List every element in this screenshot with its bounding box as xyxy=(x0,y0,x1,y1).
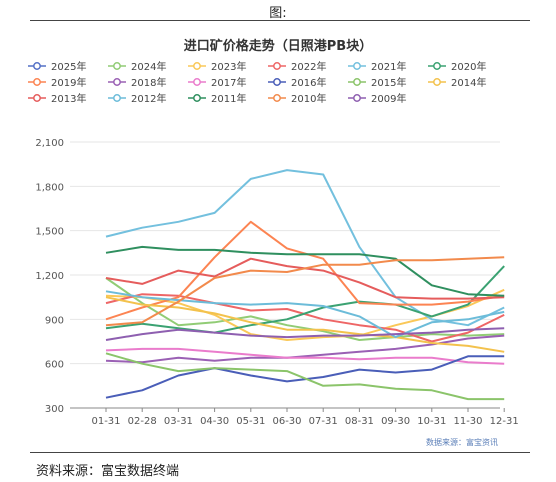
series-line xyxy=(105,355,505,399)
legend-label: 2024年 xyxy=(131,60,166,73)
figure-label: 图: xyxy=(269,6,287,21)
legend-label: 2019年 xyxy=(51,76,86,89)
series-line xyxy=(105,245,505,297)
series-line xyxy=(105,265,505,334)
price-line-chart: 进口矿价格走势（日照港PB块） 2025年 2024年 2023年 2022年 2021… xyxy=(28,38,519,447)
legend-label: 2017年 xyxy=(211,76,246,89)
legend-label: 2013年 xyxy=(51,92,86,105)
legend-marker xyxy=(273,62,281,70)
series-line xyxy=(105,169,505,327)
series-line xyxy=(105,257,505,300)
legend-marker xyxy=(33,94,41,102)
legend-item: 2016年 xyxy=(268,76,326,89)
legend-item: 2012年 xyxy=(108,92,166,105)
legend-item: 2022年 xyxy=(268,60,326,73)
x-tick-label: 02-28 xyxy=(128,416,157,427)
legend-marker xyxy=(33,62,41,70)
plot-area xyxy=(105,169,505,401)
legend-label: 2009年 xyxy=(371,92,406,105)
x-tick-label: 05-31 xyxy=(236,416,265,427)
legend-marker xyxy=(433,78,441,86)
x-tick-label: 12-31 xyxy=(490,416,519,427)
legend-item: 2018年 xyxy=(108,76,166,89)
legend-label: 2014年 xyxy=(451,76,486,89)
legend-marker xyxy=(113,62,121,70)
x-axis: 01-31 02-28 03-31 04-30 05-31 06-30 07-31 08-31… xyxy=(70,407,519,427)
legend-label: 2015年 xyxy=(371,76,406,89)
x-tick-label: 10-31 xyxy=(417,416,446,427)
legend-item: 2021年 xyxy=(348,60,406,73)
legend-item: 2010年 xyxy=(268,92,326,105)
legend-item: 2009年 xyxy=(348,92,406,105)
y-tick-label: 600 xyxy=(45,360,64,371)
legend-marker xyxy=(273,94,281,102)
y-tick-label: 2,100 xyxy=(35,138,64,149)
y-tick-label: 1,200 xyxy=(35,271,64,282)
y-axis: 300 600 900 1,200 1,500 1,800 2,100 xyxy=(35,138,64,415)
legend-label: 2022年 xyxy=(291,60,326,73)
legend-marker xyxy=(113,94,121,102)
x-tick-label: 01-31 xyxy=(91,416,120,427)
bottom-rule xyxy=(30,452,530,453)
legend-marker xyxy=(193,78,201,86)
legend-marker xyxy=(353,94,361,102)
legend-item: 2024年 xyxy=(108,60,166,73)
legend-item: 2013年 xyxy=(28,92,86,105)
y-tick-label: 1,800 xyxy=(35,182,64,193)
legend-marker xyxy=(33,78,41,86)
x-tick-label: 03-31 xyxy=(164,416,193,427)
x-tick-label: 09-30 xyxy=(381,416,410,427)
legend-item: 2019年 xyxy=(28,76,86,89)
x-tick-label: 06-30 xyxy=(272,416,301,427)
legend-marker xyxy=(273,78,281,86)
legend-marker xyxy=(353,62,361,70)
legend-marker xyxy=(353,78,361,86)
legend-label: 2020年 xyxy=(451,60,486,73)
chart-legend: 2025年 2024年 2023年 2022年 2021年 2020年 2019年 2018年… xyxy=(28,60,486,105)
x-tick-label: 04-30 xyxy=(200,416,229,427)
legend-label: 2023年 xyxy=(211,60,246,73)
series-line xyxy=(105,352,505,401)
series-line xyxy=(105,290,505,339)
series-line xyxy=(105,277,505,341)
y-tick-label: 900 xyxy=(45,315,64,326)
legend-item: 2015年 xyxy=(348,76,406,89)
legend-label: 2021年 xyxy=(371,60,406,73)
legend-item: 2020年 xyxy=(428,60,486,73)
series-line xyxy=(105,347,505,365)
legend-label: 2010年 xyxy=(291,92,326,105)
x-tick-label: 08-31 xyxy=(345,416,374,427)
chart-title: 进口矿价格走势（日照港PB块） xyxy=(184,38,372,54)
legend-item: 2011年 xyxy=(188,92,246,105)
legend-item: 2017年 xyxy=(188,76,246,89)
legend-label: 2016年 xyxy=(291,76,326,89)
legend-item: 2025年 xyxy=(28,60,86,73)
x-tick-label: 11-30 xyxy=(453,416,482,427)
data-source-watermark: 数据来源：富宝资讯 xyxy=(426,437,498,447)
legend-marker xyxy=(433,62,441,70)
y-tick-label: 1,500 xyxy=(35,227,64,238)
series-line xyxy=(105,296,505,353)
series-line xyxy=(105,327,505,341)
legend-marker xyxy=(113,78,121,86)
series-line xyxy=(105,256,505,327)
legend-item: 2014年 xyxy=(428,76,486,89)
legend-item: 2023年 xyxy=(188,60,246,73)
legend-marker xyxy=(193,94,201,102)
source-note: 资料来源：富宝数据终端 xyxy=(36,464,180,479)
legend-marker xyxy=(193,62,201,70)
top-rule xyxy=(30,20,530,21)
legend-label: 2012年 xyxy=(131,92,166,105)
x-tick-label: 07-31 xyxy=(309,416,338,427)
y-tick-label: 300 xyxy=(45,404,64,415)
legend-label: 2011年 xyxy=(211,92,246,105)
legend-label: 2018年 xyxy=(131,76,166,89)
legend-label: 2025年 xyxy=(51,60,86,73)
